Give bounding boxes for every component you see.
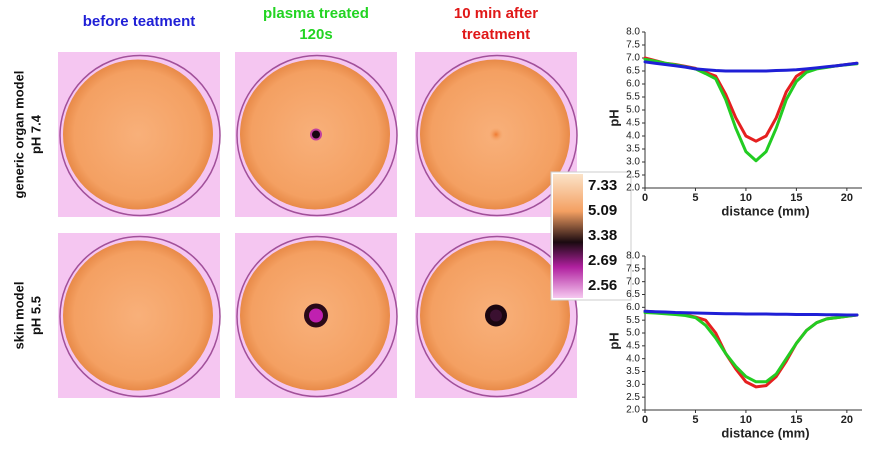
dish-ring: [416, 235, 578, 398]
y-axis-label: pH: [606, 332, 621, 349]
series-line: [643, 57, 859, 163]
series-line: [643, 309, 859, 317]
y-tick-label: 7.0: [626, 276, 640, 287]
column-header: treatment: [462, 26, 530, 43]
dish-ring: [59, 235, 221, 398]
x-tick-label: 20: [841, 414, 853, 426]
y-tick-label: 2.0: [626, 183, 640, 194]
dish-ring: [416, 54, 578, 217]
x-tick-label: 10: [740, 414, 752, 426]
y-tick-label: 7.5: [626, 263, 640, 274]
row-label: generic organ model: [11, 71, 26, 199]
row-label: pH 7.4: [28, 114, 43, 154]
x-tick-label: 15: [790, 192, 802, 204]
spot: [489, 127, 503, 142]
x-tick-label: 5: [692, 414, 698, 426]
dish: [63, 240, 213, 391]
column-header: 10 min after: [454, 5, 538, 22]
colorbar-label: 2.56: [588, 277, 617, 294]
y-tick-label: 2.5: [626, 392, 640, 403]
y-tick-label: 6.0: [626, 302, 640, 313]
spot: [309, 308, 323, 323]
y-tick-label: 3.0: [626, 157, 640, 168]
x-axis-label: distance (mm): [721, 203, 809, 218]
y-tick-label: 3.5: [626, 144, 640, 155]
dish-ring: [59, 54, 221, 217]
colorbar-label: 2.69: [588, 252, 617, 269]
colorbar-label: 5.09: [588, 202, 617, 219]
x-tick-label: 10: [740, 192, 752, 204]
y-tick-label: 4.0: [626, 131, 640, 142]
y-tick-label: 6.0: [626, 79, 640, 90]
x-axis-label: distance (mm): [721, 425, 809, 440]
column-header: 120s: [299, 26, 332, 43]
column-header: before teatment: [83, 13, 196, 30]
y-tick-label: 4.5: [626, 118, 640, 129]
y-tick-label: 7.5: [626, 40, 640, 51]
y-tick-label: 6.5: [626, 289, 640, 300]
x-tick-label: 0: [642, 192, 648, 204]
y-axis-label: pH: [606, 109, 621, 126]
image-panel: [235, 52, 398, 217]
colorbar-label: 3.38: [588, 227, 617, 244]
x-tick-label: 20: [841, 192, 853, 204]
image-panel: [235, 233, 398, 398]
dish-ring: [236, 54, 398, 217]
y-tick-label: 6.5: [626, 66, 640, 77]
y-tick-label: 5.5: [626, 315, 640, 326]
y-tick-label: 8.0: [626, 27, 640, 38]
y-tick-label: 7.0: [626, 53, 640, 64]
y-tick-label: 2.0: [626, 405, 640, 416]
y-tick-label: 5.0: [626, 105, 640, 116]
y-tick-label: 3.0: [626, 379, 640, 390]
column-header: plasma treated: [263, 5, 369, 22]
image-panel: [415, 233, 578, 398]
y-tick-label: 5.5: [626, 92, 640, 103]
y-tick-label: 4.0: [626, 353, 640, 364]
row-label: skin model: [11, 282, 26, 350]
image-panel: [415, 52, 578, 217]
image-panel: [58, 233, 221, 398]
spot: [312, 130, 320, 139]
y-tick-label: 3.5: [626, 366, 640, 377]
y-tick-label: 2.5: [626, 170, 640, 181]
row-label: pH 5.5: [28, 296, 43, 335]
x-tick-label: 0: [642, 414, 648, 426]
y-tick-label: 8.0: [626, 251, 640, 262]
series-line: [643, 60, 859, 73]
y-tick-label: 4.5: [626, 340, 640, 351]
colorbar-label: 7.33: [588, 177, 617, 194]
series-line: [643, 309, 859, 389]
x-tick-label: 5: [692, 192, 698, 204]
series-line: [643, 311, 859, 384]
spot: [490, 309, 502, 322]
dish: [63, 59, 213, 210]
colorbar: [553, 174, 583, 298]
dish-ring: [236, 235, 398, 398]
image-panel: [58, 52, 221, 217]
y-tick-label: 5.0: [626, 328, 640, 339]
x-tick-label: 15: [790, 414, 802, 426]
